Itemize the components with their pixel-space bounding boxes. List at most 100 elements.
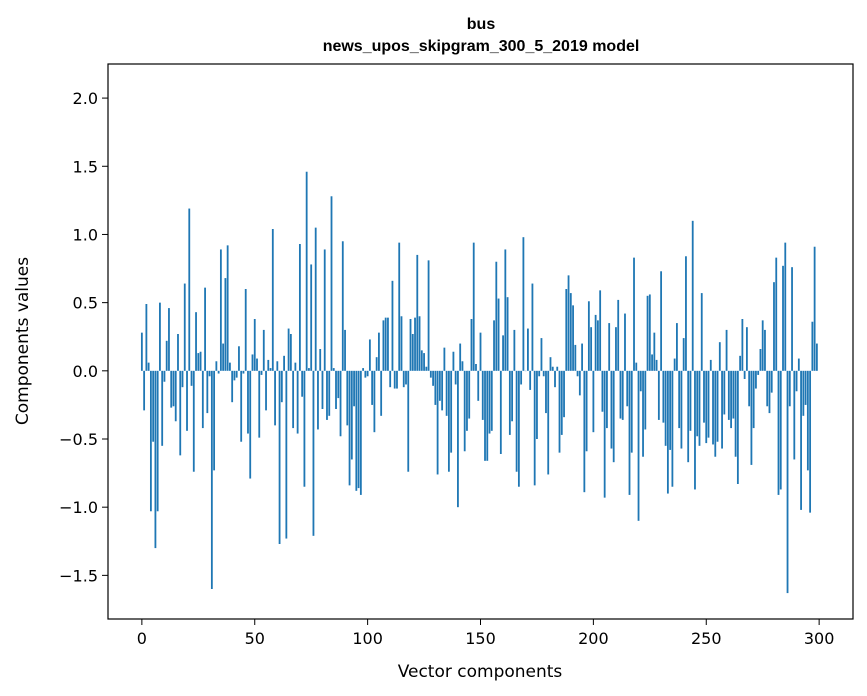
bar [170, 370, 173, 408]
bar [750, 370, 753, 465]
bar [308, 368, 310, 371]
bar [260, 370, 263, 375]
bar [201, 370, 204, 429]
bar [513, 329, 516, 371]
bar [411, 334, 414, 371]
bar [344, 329, 346, 371]
bar [506, 297, 509, 371]
bar [508, 370, 511, 435]
bar [447, 370, 450, 472]
bar [472, 242, 475, 371]
bar [231, 370, 234, 403]
bar [813, 246, 816, 371]
bar [558, 370, 561, 453]
bar [285, 370, 288, 539]
bar [319, 349, 322, 371]
bar [800, 370, 802, 510]
bar [337, 370, 340, 399]
bar [556, 366, 559, 371]
bar [716, 370, 719, 442]
x-tick-label: 300 [804, 629, 835, 648]
bar [621, 370, 624, 420]
bar [567, 275, 570, 371]
bar [217, 370, 220, 374]
x-tick-label: 0 [137, 629, 147, 648]
bar [592, 370, 595, 433]
bar [764, 329, 766, 371]
bar [637, 370, 640, 521]
bar [292, 370, 295, 429]
bar [224, 278, 227, 371]
bar [797, 358, 800, 371]
bar [328, 370, 331, 416]
bar [149, 370, 152, 512]
bar [495, 261, 498, 371]
bar [335, 370, 337, 409]
bar [617, 299, 620, 371]
bar [267, 359, 270, 371]
bar [402, 370, 405, 388]
bar [420, 350, 423, 371]
bar [177, 334, 179, 371]
bar [468, 370, 471, 419]
bar [691, 220, 694, 371]
bar [664, 370, 667, 446]
x-tick-label: 200 [578, 629, 609, 648]
bar [671, 370, 674, 487]
bar [504, 249, 507, 371]
bar [806, 370, 809, 471]
bar [791, 267, 793, 371]
bar [253, 319, 256, 371]
bar [775, 257, 778, 371]
bar [165, 340, 168, 371]
bar [350, 370, 353, 460]
x-tick-label: 50 [245, 629, 265, 648]
bar [610, 370, 613, 449]
bar [233, 370, 236, 381]
bar [484, 370, 486, 461]
bar [517, 370, 520, 487]
bar [330, 196, 333, 371]
bar [626, 370, 629, 407]
bar [538, 370, 541, 377]
bar [603, 370, 606, 498]
bar [784, 242, 787, 371]
bar [443, 347, 446, 371]
bar [371, 370, 374, 405]
bar [172, 370, 175, 407]
bar [454, 370, 457, 385]
bar [434, 370, 437, 405]
bar [396, 370, 398, 389]
bar [423, 353, 425, 371]
bar [723, 370, 726, 415]
bar [583, 370, 586, 493]
bar [587, 301, 590, 371]
bar [685, 256, 687, 371]
y-axis-label: Components values [13, 257, 33, 425]
bar [332, 368, 335, 371]
bar [294, 362, 297, 371]
bar [673, 358, 676, 371]
bar [696, 370, 699, 437]
y-tick-label: 1.0 [73, 225, 98, 244]
bar [581, 343, 583, 371]
bar [599, 290, 602, 371]
bar [682, 338, 685, 371]
bar [615, 327, 617, 371]
bar [707, 370, 710, 438]
bar [522, 237, 525, 371]
bar [463, 370, 466, 452]
chart-subtitle: news_upos_skipgram_300_5_2019 model [323, 38, 640, 55]
bar [391, 280, 394, 371]
bar [633, 257, 635, 371]
bar [644, 370, 647, 430]
bar [357, 370, 360, 489]
bar [545, 370, 547, 414]
bar [229, 362, 231, 371]
bar [698, 370, 701, 446]
bar [457, 370, 459, 508]
y-tick-label: −1.0 [59, 498, 98, 517]
bar [770, 370, 773, 393]
bar [269, 368, 272, 371]
